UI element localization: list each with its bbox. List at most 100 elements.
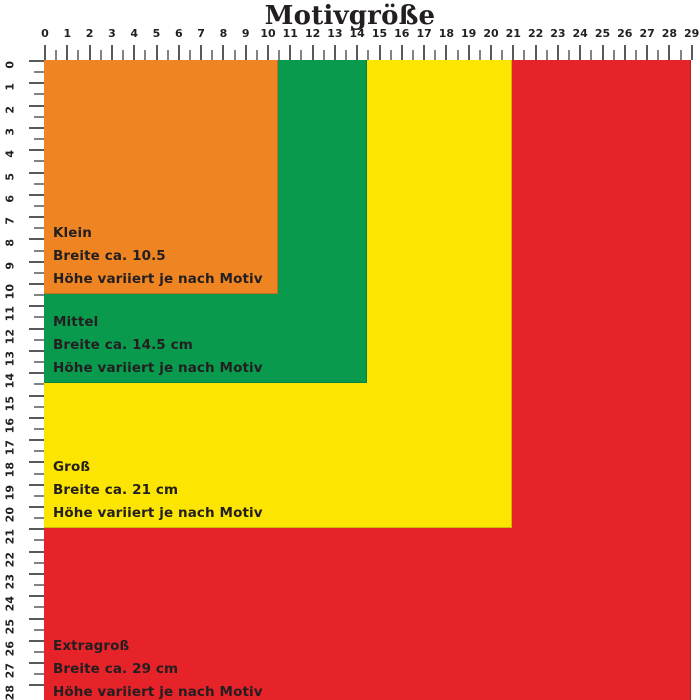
x-tick-21.5 bbox=[523, 50, 526, 60]
x-tick-label-18: 18 bbox=[438, 27, 455, 40]
size-height-klein: Höhe variiert je nach Motiv bbox=[53, 271, 263, 288]
x-tick-12.5 bbox=[322, 50, 325, 60]
y-tick-17 bbox=[29, 439, 44, 442]
y-tick-11.5 bbox=[34, 316, 44, 319]
x-tick-label-2: 2 bbox=[85, 27, 94, 40]
x-tick-4.5 bbox=[144, 50, 147, 60]
y-tick-10.5 bbox=[34, 294, 44, 297]
y-tick-23 bbox=[29, 572, 44, 575]
x-tick-23 bbox=[556, 45, 559, 60]
size-height-gross: Höhe variiert je nach Motiv bbox=[53, 505, 263, 522]
y-tick-19.5 bbox=[34, 494, 44, 497]
y-tick-21 bbox=[29, 528, 44, 531]
x-tick-0 bbox=[44, 45, 46, 60]
x-tick-label-19: 19 bbox=[461, 27, 477, 40]
x-tick-label-11: 11 bbox=[282, 27, 298, 40]
y-tick-label-23: 23 bbox=[3, 573, 17, 590]
y-tick-label-0: 0 bbox=[3, 61, 17, 69]
size-labels-mittel: Mittel Breite ca. 14.5 cm Höhe variiert je… bbox=[53, 311, 263, 380]
y-tick-10 bbox=[29, 283, 44, 285]
x-tick-29 bbox=[690, 45, 693, 60]
y-tick-label-27: 27 bbox=[3, 663, 17, 679]
x-tick-label-26: 26 bbox=[617, 27, 633, 40]
y-tick-label-7: 7 bbox=[3, 217, 17, 225]
x-tick-8.5 bbox=[233, 50, 236, 60]
x-tick-26.5 bbox=[634, 50, 637, 60]
x-tick-label-12: 12 bbox=[304, 27, 321, 40]
size-width-extragross: Breite ca. 29 cm bbox=[53, 660, 179, 677]
x-tick-0.5 bbox=[55, 50, 58, 60]
y-tick-1.5 bbox=[34, 93, 44, 96]
y-tick-27 bbox=[29, 662, 44, 665]
x-tick-20 bbox=[490, 45, 492, 60]
x-tick-label-27: 27 bbox=[639, 27, 655, 40]
x-tick-13 bbox=[333, 45, 336, 60]
x-tick-label-5: 5 bbox=[152, 27, 161, 40]
y-tick-4 bbox=[29, 149, 44, 152]
x-tick-label-4: 4 bbox=[130, 27, 139, 40]
x-tick-label-10: 10 bbox=[260, 27, 276, 40]
x-tick-4 bbox=[133, 45, 136, 60]
x-tick-25.5 bbox=[612, 50, 615, 60]
x-tick-1 bbox=[66, 45, 69, 60]
x-tick-5.5 bbox=[166, 50, 169, 60]
y-tick-9.5 bbox=[34, 271, 44, 274]
x-tick-17.5 bbox=[434, 50, 437, 60]
x-tick-9 bbox=[244, 45, 247, 60]
size-labels-gross: Groß Breite ca. 21 cm Höhe variiert je nac… bbox=[53, 456, 263, 525]
x-tick-24 bbox=[579, 45, 582, 60]
x-tick-6 bbox=[177, 45, 180, 60]
x-tick-label-0: 0 bbox=[41, 27, 49, 40]
x-tick-label-14: 14 bbox=[349, 27, 365, 40]
y-tick-8 bbox=[29, 238, 44, 241]
y-tick-label-12: 12 bbox=[3, 328, 17, 344]
y-tick-24.5 bbox=[34, 606, 44, 609]
y-tick-9 bbox=[29, 260, 44, 263]
y-tick-19 bbox=[29, 483, 44, 486]
x-tick-label-1: 1 bbox=[63, 27, 72, 40]
x-tick-20.5 bbox=[501, 50, 504, 60]
y-tick-11 bbox=[29, 305, 44, 308]
x-tick-label-24: 24 bbox=[572, 27, 588, 40]
x-tick-label-9: 9 bbox=[241, 27, 250, 40]
x-tick-18.5 bbox=[456, 50, 459, 60]
x-tick-15 bbox=[378, 45, 381, 60]
y-tick-label-18: 18 bbox=[3, 462, 17, 478]
y-tick-label-17: 17 bbox=[3, 440, 17, 456]
x-tick-28.5 bbox=[679, 50, 682, 60]
y-tick-16 bbox=[29, 416, 44, 419]
y-tick-12 bbox=[29, 327, 44, 330]
y-tick-label-6: 6 bbox=[3, 194, 17, 203]
y-tick-27.5 bbox=[34, 673, 44, 676]
y-tick-26.5 bbox=[34, 650, 44, 653]
x-tick-21 bbox=[512, 45, 515, 60]
y-tick-7.5 bbox=[34, 227, 44, 230]
y-tick-15 bbox=[29, 394, 44, 397]
y-tick-6 bbox=[29, 193, 44, 196]
x-tick-3.5 bbox=[122, 50, 125, 60]
y-tick-1 bbox=[29, 82, 44, 85]
x-tick-label-6: 6 bbox=[174, 27, 183, 40]
x-tick-label-8: 8 bbox=[219, 27, 228, 40]
y-tick-7 bbox=[29, 216, 44, 219]
y-tick-label-10: 10 bbox=[3, 284, 17, 300]
x-tick-14.5 bbox=[367, 50, 370, 60]
y-tick-label-13: 13 bbox=[3, 350, 17, 367]
y-tick-4.5 bbox=[34, 160, 44, 163]
size-width-klein: Breite ca. 10.5 bbox=[53, 248, 166, 265]
x-tick-23.5 bbox=[568, 50, 571, 60]
size-block-klein[interactable] bbox=[44, 60, 279, 295]
y-tick-25 bbox=[29, 617, 44, 620]
y-tick-24 bbox=[29, 595, 44, 598]
x-tick-2.5 bbox=[99, 50, 102, 60]
y-tick-16.5 bbox=[34, 427, 44, 430]
y-tick-label-21: 21 bbox=[3, 529, 17, 545]
y-tick-label-20: 20 bbox=[3, 507, 17, 523]
y-tick-label-8: 8 bbox=[3, 239, 17, 248]
x-tick-10.5 bbox=[278, 50, 281, 60]
x-tick-16 bbox=[400, 45, 403, 60]
x-tick-label-23: 23 bbox=[550, 27, 566, 40]
y-tick-5.5 bbox=[34, 182, 44, 185]
x-tick-1.5 bbox=[77, 50, 80, 60]
